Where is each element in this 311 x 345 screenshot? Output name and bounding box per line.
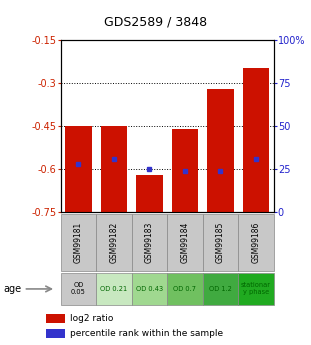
Text: GSM99184: GSM99184 <box>180 222 189 263</box>
Text: GSM99183: GSM99183 <box>145 222 154 263</box>
Bar <box>61 214 96 271</box>
Bar <box>136 175 163 212</box>
Text: OD 0.7: OD 0.7 <box>174 286 197 292</box>
Bar <box>65 126 92 212</box>
Bar <box>167 273 203 305</box>
Text: age: age <box>3 284 21 294</box>
Bar <box>46 329 65 338</box>
Bar <box>167 214 203 271</box>
Bar <box>96 273 132 305</box>
Bar <box>100 126 127 212</box>
Bar <box>132 273 167 305</box>
Bar <box>96 214 132 271</box>
Text: percentile rank within the sample: percentile rank within the sample <box>70 329 223 338</box>
Text: log2 ratio: log2 ratio <box>70 314 114 323</box>
Bar <box>243 68 269 212</box>
Text: OD
0.05: OD 0.05 <box>71 283 86 295</box>
Bar <box>132 214 167 271</box>
Bar <box>172 129 198 212</box>
Text: GDS2589 / 3848: GDS2589 / 3848 <box>104 16 207 29</box>
Bar <box>203 214 238 271</box>
Text: GSM99181: GSM99181 <box>74 222 83 263</box>
Text: GSM99182: GSM99182 <box>109 222 118 263</box>
Text: OD 0.21: OD 0.21 <box>100 286 128 292</box>
Text: GSM99186: GSM99186 <box>251 222 260 263</box>
Text: stationar
y phase: stationar y phase <box>241 283 271 295</box>
Text: GSM99185: GSM99185 <box>216 222 225 263</box>
Bar <box>238 273 274 305</box>
Bar <box>203 273 238 305</box>
Bar <box>238 214 274 271</box>
Bar <box>61 273 96 305</box>
Bar <box>207 89 234 212</box>
Text: OD 1.2: OD 1.2 <box>209 286 232 292</box>
Bar <box>46 314 65 323</box>
Text: OD 0.43: OD 0.43 <box>136 286 163 292</box>
